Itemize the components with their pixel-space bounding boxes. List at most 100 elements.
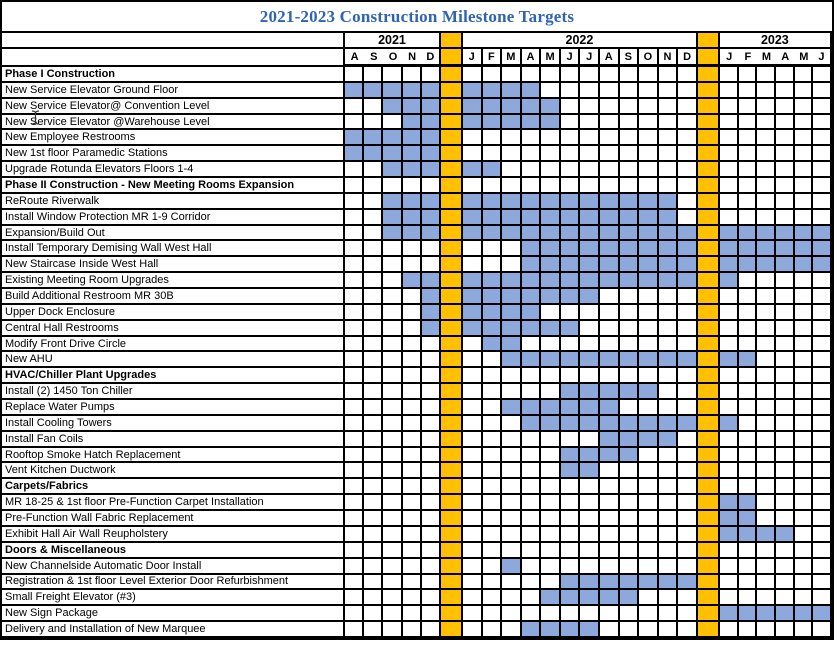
gantt-cell [364, 193, 384, 210]
gantt-cell [619, 320, 640, 337]
gantt-cell [719, 574, 739, 591]
gantt-cell [345, 257, 365, 274]
gantt-cell [541, 368, 561, 385]
gantt-cell [813, 511, 832, 527]
gantt-cell [719, 590, 739, 607]
gantt-cell [383, 352, 403, 369]
gantt-cell [738, 162, 758, 179]
gantt-cell [813, 558, 832, 575]
gantt-cell [421, 526, 441, 543]
gantt-cell [775, 273, 795, 290]
gantt-cell [345, 431, 365, 448]
gantt-cell-filled [639, 352, 659, 369]
month-header: N [402, 49, 422, 67]
gantt-cell-filled [619, 193, 640, 210]
gantt-cell [502, 146, 522, 163]
gantt-cell [794, 479, 814, 496]
gantt-cell [402, 463, 422, 480]
gantt-cell [364, 257, 384, 274]
task-label: Delivery and Installation of New Marquee [2, 622, 345, 638]
gantt-cell-filled [580, 225, 600, 242]
gantt-cell [402, 257, 422, 274]
gantt-cell [619, 526, 640, 543]
gantt-cell [502, 479, 522, 496]
gantt-cell [775, 558, 795, 575]
gantt-cell [462, 352, 483, 369]
gantt-cell-filled [580, 257, 600, 274]
gantt-cell-filled [421, 304, 441, 321]
gantt-cell [580, 82, 600, 99]
gantt-cell-filled [383, 193, 403, 210]
gantt-cell-filled [599, 590, 620, 607]
gantt-cell [599, 511, 620, 527]
gantt-cell [794, 368, 814, 385]
gantt-cell-filled [560, 574, 581, 591]
year-separator-cell [440, 400, 463, 416]
gantt-cell [719, 82, 739, 99]
gantt-cell-filled [560, 447, 581, 464]
gantt-cell [502, 606, 522, 623]
gantt-cell [639, 114, 659, 131]
gantt-cell [560, 558, 581, 575]
year-separator-cell [697, 574, 720, 591]
gantt-cell [462, 542, 483, 559]
task-label: Registration & 1st floor Level Exterior … [2, 574, 345, 591]
gantt-cell [462, 257, 483, 274]
gantt-cell-filled [462, 289, 483, 305]
gantt-cell [482, 495, 503, 512]
gantt-cell [580, 130, 600, 147]
gantt-cell-filled [482, 273, 503, 290]
month-header: O [639, 49, 659, 67]
year-separator-cell [440, 178, 463, 194]
gantt-cell-filled [580, 590, 600, 607]
gantt-cell [678, 495, 698, 512]
gantt-cell [383, 320, 403, 337]
gantt-cell [619, 558, 640, 575]
gantt-cell [658, 82, 679, 99]
gantt-cell [364, 352, 384, 369]
gantt-cell-filled [482, 320, 503, 337]
gantt-cell [383, 574, 403, 591]
gantt-cell-filled [678, 225, 698, 242]
gantt-cell-filled [421, 146, 441, 163]
task-label: Central Hall Restrooms [2, 320, 345, 337]
gantt-cell [757, 511, 776, 527]
gantt-cell [794, 463, 814, 480]
gantt-cell [383, 622, 403, 638]
gantt-cell-filled [521, 193, 542, 210]
gantt-cell [402, 511, 422, 527]
year-separator-cell [697, 82, 720, 99]
gantt-cell-filled [658, 225, 679, 242]
gantt-cell [775, 146, 795, 163]
gantt-cell [541, 162, 561, 179]
gantt-cell-filled [580, 289, 600, 305]
gantt-cell [502, 384, 522, 401]
gantt-cell [580, 146, 600, 163]
gantt-cell [599, 146, 620, 163]
gantt-cell [482, 241, 503, 258]
gantt-cell [502, 526, 522, 543]
gantt-cell [757, 400, 776, 416]
gantt-cell-filled [619, 273, 640, 290]
gantt-cell-filled [541, 400, 561, 416]
year-separator-cell [697, 273, 720, 290]
task-label: New AHU [2, 352, 345, 369]
gantt-cell [775, 511, 795, 527]
gantt-cell [521, 130, 542, 147]
gantt-cell [619, 511, 640, 527]
gantt-cell [738, 542, 758, 559]
gantt-cell [658, 606, 679, 623]
gantt-cell [738, 622, 758, 638]
gantt-cell [521, 590, 542, 607]
gantt-cell [364, 304, 384, 321]
gantt-cell [599, 526, 620, 543]
gantt-cell [757, 320, 776, 337]
gantt-cell-filled [560, 209, 581, 226]
year-separator-cell [697, 415, 720, 432]
gantt-cell [345, 526, 365, 543]
gantt-cell [775, 352, 795, 369]
gantt-cell-filled [421, 82, 441, 99]
gantt-cell [383, 479, 403, 496]
gantt-cell [364, 114, 384, 131]
gantt-cell-filled [560, 352, 581, 369]
